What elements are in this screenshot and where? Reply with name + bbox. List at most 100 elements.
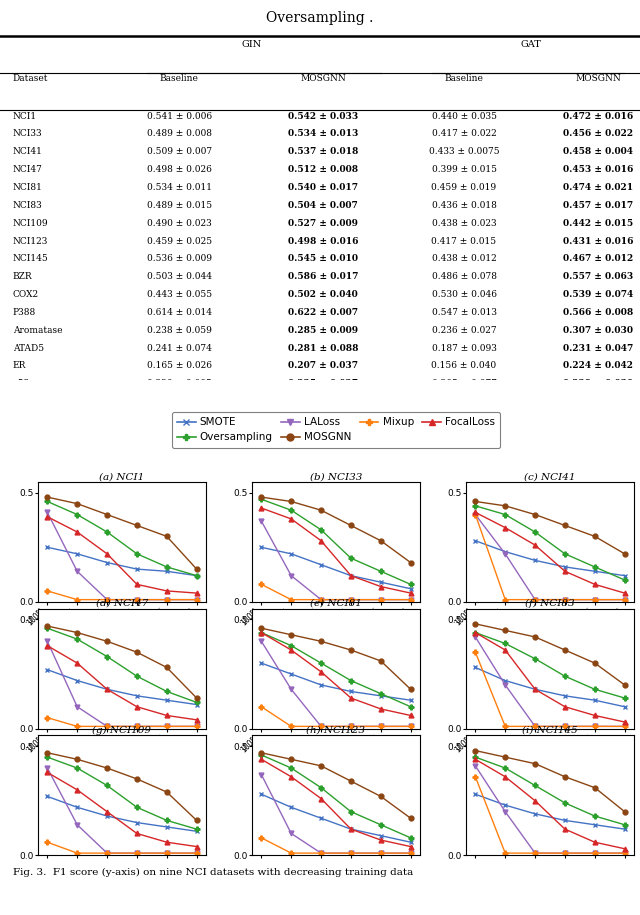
Text: NCI83: NCI83 bbox=[13, 201, 42, 210]
Text: 0.156 ± 0.040: 0.156 ± 0.040 bbox=[431, 361, 497, 371]
Text: 0.285 ± 0.009: 0.285 ± 0.009 bbox=[288, 326, 358, 335]
Title: (c) NCI41: (c) NCI41 bbox=[524, 472, 576, 481]
Text: 0.205 ± 0.077: 0.205 ± 0.077 bbox=[431, 380, 497, 388]
Text: 0.489 ± 0.008: 0.489 ± 0.008 bbox=[147, 130, 212, 138]
Text: 0.433 ± 0.0075: 0.433 ± 0.0075 bbox=[429, 147, 499, 156]
Text: 0.566 ± 0.008: 0.566 ± 0.008 bbox=[563, 308, 634, 317]
Text: P388: P388 bbox=[13, 308, 36, 317]
Text: 0.504 ± 0.007: 0.504 ± 0.007 bbox=[289, 201, 358, 210]
Text: 0.539 ± 0.074: 0.539 ± 0.074 bbox=[563, 290, 634, 299]
Text: 0.547 ± 0.013: 0.547 ± 0.013 bbox=[431, 308, 497, 317]
Text: 0.456 ± 0.022: 0.456 ± 0.022 bbox=[563, 130, 634, 138]
Text: 0.474 ± 0.021: 0.474 ± 0.021 bbox=[563, 183, 634, 192]
Text: 0.527 ± 0.009: 0.527 ± 0.009 bbox=[288, 219, 358, 228]
Text: NCI33: NCI33 bbox=[13, 130, 42, 138]
Text: BZR: BZR bbox=[13, 273, 33, 281]
Text: 0.431 ± 0.016: 0.431 ± 0.016 bbox=[563, 237, 634, 245]
Text: 0.489 ± 0.015: 0.489 ± 0.015 bbox=[147, 201, 212, 210]
Text: 0.509 ± 0.007: 0.509 ± 0.007 bbox=[147, 147, 212, 156]
Text: 0.586 ± 0.017: 0.586 ± 0.017 bbox=[288, 273, 358, 281]
Text: 0.541 ± 0.006: 0.541 ± 0.006 bbox=[147, 112, 212, 121]
Text: 0.417 ± 0.015: 0.417 ± 0.015 bbox=[431, 237, 497, 245]
Text: 0.229 ± 0.030: 0.229 ± 0.030 bbox=[563, 380, 634, 388]
Text: NCI109: NCI109 bbox=[13, 219, 49, 228]
Title: (e) NCI81: (e) NCI81 bbox=[310, 598, 362, 608]
Text: 0.436 ± 0.018: 0.436 ± 0.018 bbox=[431, 201, 497, 210]
Text: Baseline: Baseline bbox=[445, 74, 483, 83]
Text: 0.536 ± 0.009: 0.536 ± 0.009 bbox=[147, 254, 212, 264]
Text: 0.307 ± 0.030: 0.307 ± 0.030 bbox=[563, 326, 634, 335]
Text: MOSGNN: MOSGNN bbox=[300, 74, 346, 83]
Text: 0.0004: 0.0004 bbox=[163, 397, 195, 406]
Text: 0.498 ± 0.016: 0.498 ± 0.016 bbox=[288, 237, 358, 245]
Text: MOSGNN: MOSGNN bbox=[575, 74, 621, 83]
Title: (a) NCI1: (a) NCI1 bbox=[99, 472, 145, 481]
Text: ER: ER bbox=[13, 361, 26, 371]
Text: 0.459 ± 0.025: 0.459 ± 0.025 bbox=[147, 237, 212, 245]
Text: NCI145: NCI145 bbox=[13, 254, 49, 264]
Text: 0.457 ± 0.017: 0.457 ± 0.017 bbox=[563, 201, 634, 210]
Text: 0.459 ± 0.019: 0.459 ± 0.019 bbox=[431, 183, 497, 192]
Text: 0.502 ± 0.040: 0.502 ± 0.040 bbox=[289, 290, 358, 299]
Text: 0.231 ± 0.047: 0.231 ± 0.047 bbox=[563, 344, 634, 352]
Text: 0.165 ± 0.026: 0.165 ± 0.026 bbox=[147, 361, 212, 371]
Text: NCI47: NCI47 bbox=[13, 166, 43, 174]
Text: 0.503 ± 0.044: 0.503 ± 0.044 bbox=[147, 273, 212, 281]
Text: 0.542 ± 0.033: 0.542 ± 0.033 bbox=[288, 112, 358, 121]
Text: 0.241 ± 0.074: 0.241 ± 0.074 bbox=[147, 344, 212, 352]
Text: NCI81: NCI81 bbox=[13, 183, 43, 192]
Text: -: - bbox=[322, 397, 324, 406]
Title: (b) NCI33: (b) NCI33 bbox=[310, 472, 362, 481]
Text: Oversampling .: Oversampling . bbox=[266, 11, 374, 26]
Text: 0.557 ± 0.063: 0.557 ± 0.063 bbox=[563, 273, 634, 281]
Text: NCI123: NCI123 bbox=[13, 237, 48, 245]
Text: ATAD5: ATAD5 bbox=[13, 344, 44, 352]
Text: Baseline: Baseline bbox=[160, 74, 198, 83]
Title: (h) NCI123: (h) NCI123 bbox=[307, 726, 365, 735]
Text: Fig. 3.  F1 score (y-axis) on nine NCI datasets with decreasing training data: Fig. 3. F1 score (y-axis) on nine NCI da… bbox=[13, 868, 413, 877]
Text: GIN: GIN bbox=[241, 40, 261, 48]
Text: 0.187 ± 0.093: 0.187 ± 0.093 bbox=[431, 344, 497, 352]
Text: -: - bbox=[597, 397, 600, 406]
Text: 0.207 ± 0.037: 0.207 ± 0.037 bbox=[288, 361, 358, 371]
Text: 0.443 ± 0.055: 0.443 ± 0.055 bbox=[147, 290, 212, 299]
Text: Dataset: Dataset bbox=[13, 74, 48, 83]
Text: 0.458 ± 0.004: 0.458 ± 0.004 bbox=[563, 147, 634, 156]
Text: Aromatase: Aromatase bbox=[13, 326, 62, 335]
Text: 0.530 ± 0.046: 0.530 ± 0.046 bbox=[431, 290, 497, 299]
Text: 0.486 ± 0.078: 0.486 ± 0.078 bbox=[431, 273, 497, 281]
Text: 0.472 ± 0.016: 0.472 ± 0.016 bbox=[563, 112, 634, 121]
Title: (i) NCI145: (i) NCI145 bbox=[522, 726, 578, 735]
Text: 0.512 ± 0.008: 0.512 ± 0.008 bbox=[288, 166, 358, 174]
Legend: SMOTE, Oversampling, LALoss, MOSGNN, Mixup, FocalLoss: SMOTE, Oversampling, LALoss, MOSGNN, Mix… bbox=[172, 412, 500, 447]
Text: 0.0004: 0.0004 bbox=[448, 397, 480, 406]
Text: 0.498 ± 0.026: 0.498 ± 0.026 bbox=[147, 166, 212, 174]
Text: 0.225 ± 0.027: 0.225 ± 0.027 bbox=[288, 380, 358, 388]
Text: 0.534 ± 0.013: 0.534 ± 0.013 bbox=[288, 130, 358, 138]
Title: (d) NCI47: (d) NCI47 bbox=[96, 598, 148, 608]
Text: p-value: p-value bbox=[13, 397, 46, 406]
Text: 0.438 ± 0.012: 0.438 ± 0.012 bbox=[431, 254, 497, 264]
Text: 0.440 ± 0.035: 0.440 ± 0.035 bbox=[431, 112, 497, 121]
Text: 0.417 ± 0.022: 0.417 ± 0.022 bbox=[431, 130, 497, 138]
Text: 0.453 ± 0.016: 0.453 ± 0.016 bbox=[563, 166, 634, 174]
Text: NCI1: NCI1 bbox=[13, 112, 37, 121]
Text: 0.490 ± 0.023: 0.490 ± 0.023 bbox=[147, 219, 212, 228]
Text: 0.622 ± 0.007: 0.622 ± 0.007 bbox=[288, 308, 358, 317]
Text: 0.236 ± 0.027: 0.236 ± 0.027 bbox=[432, 326, 496, 335]
Text: 0.238 ± 0.059: 0.238 ± 0.059 bbox=[147, 326, 212, 335]
Text: 0.399 ± 0.015: 0.399 ± 0.015 bbox=[431, 166, 497, 174]
Text: 0.442 ± 0.015: 0.442 ± 0.015 bbox=[563, 219, 634, 228]
Text: 0.614 ± 0.014: 0.614 ± 0.014 bbox=[147, 308, 212, 317]
Text: 0.281 ± 0.088: 0.281 ± 0.088 bbox=[288, 344, 358, 352]
Text: 0.545 ± 0.010: 0.545 ± 0.010 bbox=[288, 254, 358, 264]
Title: (g) NCI109: (g) NCI109 bbox=[93, 726, 152, 735]
Text: 0.534 ± 0.011: 0.534 ± 0.011 bbox=[147, 183, 212, 192]
Text: 0.224 ± 0.042: 0.224 ± 0.042 bbox=[563, 361, 634, 371]
Text: NCI41: NCI41 bbox=[13, 147, 43, 156]
Text: COX2: COX2 bbox=[13, 290, 39, 299]
Text: GAT: GAT bbox=[521, 40, 541, 48]
Text: 0.467 ± 0.012: 0.467 ± 0.012 bbox=[563, 254, 634, 264]
Text: 0.540 ± 0.017: 0.540 ± 0.017 bbox=[288, 183, 358, 192]
Title: (f) NCI83: (f) NCI83 bbox=[525, 598, 575, 608]
